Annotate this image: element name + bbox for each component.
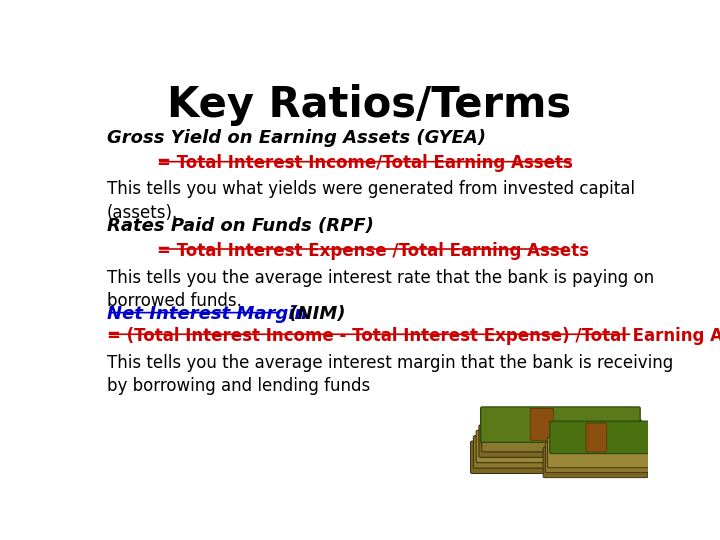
Text: = (Total Interest Income - Total Interest Expense) /Total Earning Assets: = (Total Interest Income - Total Interes… — [107, 327, 720, 345]
Text: = Total Interest Expense /Total Earning Assets: = Total Interest Expense /Total Earning … — [157, 241, 589, 260]
Text: Key Ratios/Terms: Key Ratios/Terms — [167, 84, 571, 125]
FancyBboxPatch shape — [482, 420, 642, 452]
FancyBboxPatch shape — [550, 421, 654, 454]
FancyBboxPatch shape — [586, 423, 607, 452]
FancyBboxPatch shape — [543, 447, 648, 478]
Text: Net Interest Margin: Net Interest Margin — [107, 305, 307, 323]
FancyBboxPatch shape — [479, 425, 639, 457]
Text: This tells you the average interest margin that the bank is receiving
by borrowi: This tells you the average interest marg… — [107, 354, 673, 395]
FancyBboxPatch shape — [481, 407, 640, 442]
FancyBboxPatch shape — [545, 442, 650, 472]
FancyBboxPatch shape — [548, 437, 652, 468]
Text: Rates Paid on Funds (RPF): Rates Paid on Funds (RPF) — [107, 217, 374, 234]
Text: Gross Yield on Earning Assets (GYEA): Gross Yield on Earning Assets (GYEA) — [107, 129, 486, 147]
FancyBboxPatch shape — [471, 441, 630, 474]
FancyBboxPatch shape — [530, 408, 554, 440]
FancyBboxPatch shape — [473, 436, 633, 468]
Text: This tells you the average interest rate that the bank is paying on
borrowed fun: This tells you the average interest rate… — [107, 268, 654, 310]
Text: (NIM): (NIM) — [282, 305, 345, 323]
Text: This tells you what yields were generated from invested capital
(assets).: This tells you what yields were generate… — [107, 180, 635, 222]
FancyBboxPatch shape — [476, 430, 636, 463]
Text: = Total Interest Income/Total Earning Assets: = Total Interest Income/Total Earning As… — [157, 154, 573, 172]
